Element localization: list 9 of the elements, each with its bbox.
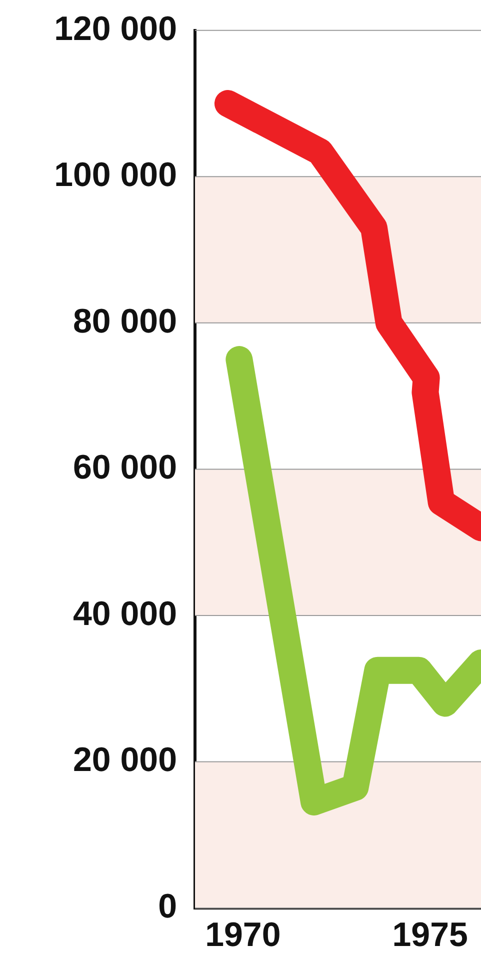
y-tick-label: 40 000 [73,594,177,633]
x-tick-label: 1975 [392,916,468,954]
y-tick-label: 100 000 [54,156,177,194]
y-tick-label: 0 [158,887,177,926]
y-tick-label: 120 000 [54,10,177,48]
y-tick-label: 80 000 [73,302,177,340]
y-tick-label: 20 000 [73,741,177,780]
y-tick-label: 60 000 [73,448,177,487]
x-tick-label: 1970 [205,916,281,954]
